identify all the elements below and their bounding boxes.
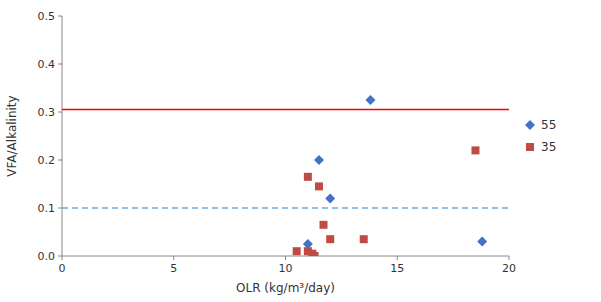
plot-area [62,95,509,256]
legend-marker [525,120,535,130]
chart: 0 5 10 15 20 0.0 0.1 0.2 0.3 0.4 0.5 OLR (kg/m³/day… [0,0,601,302]
reference-line [62,109,509,111]
x-axis-label: OLR (kg/m³/day) [236,281,335,295]
point [314,155,324,165]
x-tick [62,256,63,260]
x-tick-label: 20 [502,262,516,275]
x-tick [173,256,174,260]
series [293,146,480,256]
x-tick [285,256,286,260]
x-tick-label: 10 [279,262,293,275]
y-tick [58,256,62,257]
x-tick-label: 5 [170,262,177,275]
legend-label: 35 [541,140,556,154]
point [360,235,368,243]
legend-label: 55 [541,118,556,132]
y-tick-label: 0.4 [38,58,56,71]
y-axis-label: VFA/Alkalinity [5,95,19,176]
point [471,146,479,154]
y-tick [58,64,62,65]
series [303,95,487,249]
y-tick-label: 0.1 [38,202,56,215]
legend-marker [526,143,534,151]
y-tick-label: 0.0 [38,250,56,263]
y-tick [58,112,62,113]
y-tick-label: 0.2 [38,154,56,167]
axes: 0 5 10 15 20 0.0 0.1 0.2 0.3 0.4 0.5 [38,10,517,275]
page: {"chart_data": { "type": "scatter", "x_l… [0,0,601,302]
y-tick [58,208,62,209]
y-tick-label: 0.5 [38,10,56,23]
x-tick [397,256,398,260]
legend: 55 35 [525,118,556,154]
x-tick-label: 15 [390,262,404,275]
point [293,247,301,255]
reference-line [62,207,509,209]
y-tick [58,16,62,17]
y-tick-label: 0.3 [38,106,56,119]
y-axis-line [62,16,63,256]
point [325,193,335,203]
point [326,235,334,243]
y-tick [58,160,62,161]
point [319,221,327,229]
point [311,252,319,256]
x-tick [509,256,510,260]
point [304,173,312,181]
point [477,237,487,247]
point [365,95,375,105]
x-tick-label: 0 [59,262,66,275]
point [315,182,323,190]
